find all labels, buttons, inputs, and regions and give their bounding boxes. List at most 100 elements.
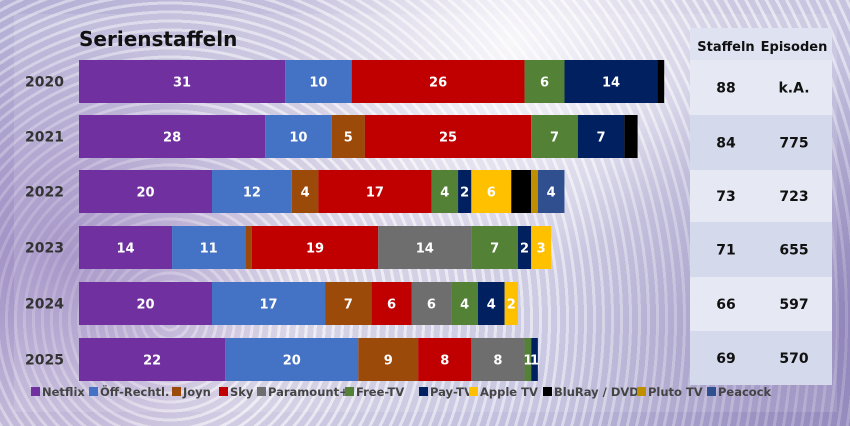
legend-swatch-pay-tv [419, 387, 428, 396]
bar-segment-netflix [79, 226, 173, 269]
legend-label-paramount: Paramount+ [268, 385, 349, 399]
table-row [690, 277, 832, 331]
legend-label-joyn: Joyn [182, 385, 211, 399]
bar-value-label: 5 [344, 131, 353, 146]
year-label: 2020 [25, 75, 64, 91]
legend-swatch-pluto-tv [637, 387, 646, 396]
bar-segment-joyn [331, 115, 365, 158]
bar-segment-pay-tv [577, 115, 625, 158]
table-cell: 73 [716, 189, 735, 205]
bar-segment-sky [351, 60, 525, 103]
table-cell: 69 [716, 351, 735, 367]
legend-label-bluray-dvd: BluRay / DVD [554, 385, 639, 399]
bar-value-label: 1 [530, 354, 539, 369]
bar-value-label: 8 [440, 354, 449, 369]
bar-value-label: 7 [490, 242, 499, 257]
bar-segment-paramount [411, 282, 452, 325]
bar-segment-bluray-dvd [511, 170, 532, 213]
legend-swatch-bluray-dvd [543, 387, 552, 396]
bar-value-label: 14 [602, 76, 620, 91]
legend-swatch-peacock [707, 387, 716, 396]
bar-value-label: 7 [550, 131, 559, 146]
bar-segment-free-tv [471, 226, 518, 269]
bar-segment-bluray-dvd [624, 115, 638, 158]
bar-value-label: 7 [344, 298, 353, 313]
bar-segment-oeff-rechtl [265, 115, 332, 158]
bar-segment-free-tv [531, 115, 578, 158]
bar-value-label: 4 [440, 186, 449, 201]
bar-segment-netflix [79, 338, 226, 381]
legend-swatch-paramount [257, 387, 266, 396]
bar-segment-pay-tv [517, 226, 532, 269]
bar-segment-pay-tv [531, 338, 538, 381]
bar-value-label: 6 [427, 298, 436, 313]
legend-label-oeff-rechtl: Öff-Rechtl. [100, 384, 169, 399]
bar-segment-free-tv [431, 170, 459, 213]
table-row [690, 60, 832, 115]
bar-value-label: 14 [416, 242, 434, 257]
bar-value-label: 20 [136, 186, 154, 201]
bar-segment-joyn [291, 170, 319, 213]
legend-swatch-joyn [172, 387, 181, 396]
bar-value-label: 20 [136, 298, 154, 313]
bar-value-label: 4 [460, 298, 469, 313]
bar-segment-free-tv [524, 60, 565, 103]
year-label: 2024 [25, 297, 64, 313]
legend-label-pay-tv: Pay-TV [430, 385, 473, 399]
bar-value-label: 6 [487, 186, 496, 201]
bar-value-label: 3 [537, 242, 546, 257]
table-header-episoden: Episoden [761, 40, 828, 55]
bar-segment-peacock [537, 170, 565, 213]
table-cell: 597 [779, 297, 808, 313]
bar-value-label: 1 [523, 354, 532, 369]
bar-segment-bluray-dvd [657, 60, 665, 103]
bar-segment-netflix [79, 60, 286, 103]
table-cell: 66 [716, 297, 735, 313]
bar-value-label: 19 [306, 242, 324, 257]
bar-segment-joyn [245, 226, 252, 269]
bar-segment-sky [364, 115, 532, 158]
bar-value-label: 10 [309, 76, 327, 91]
bar-segment-netflix [79, 170, 212, 213]
table-row [690, 170, 832, 222]
legend-label-pluto-tv: Pluto TV [648, 385, 703, 399]
bar-value-label: 20 [283, 354, 301, 369]
bar-segment-sky [371, 282, 412, 325]
bar-value-label: 17 [366, 186, 384, 201]
table-row [690, 115, 832, 170]
bar-value-label: 4 [547, 186, 556, 201]
table-cell: 570 [779, 351, 808, 367]
bar-segment-apple-tv [531, 226, 552, 269]
table-cell: 655 [779, 243, 808, 259]
bar-segment-pluto-tv [531, 170, 538, 213]
bar-segment-pay-tv [478, 282, 505, 325]
bar-value-label: 4 [301, 186, 310, 201]
bar-segment-pay-tv [458, 170, 472, 213]
table-header-staffeln: Staffeln [697, 40, 754, 55]
bar-segment-netflix [79, 282, 212, 325]
bar-value-label: 14 [117, 242, 135, 257]
bar-value-label: 10 [289, 131, 307, 146]
bar-segment-oeff-rechtl [225, 338, 359, 381]
legend-swatch-netflix [31, 387, 40, 396]
bar-segment-joyn [358, 338, 419, 381]
bar-segment-apple-tv [471, 170, 512, 213]
bar-segment-oeff-rechtl [212, 170, 292, 213]
bar-value-label: 8 [493, 354, 502, 369]
legend-swatch-apple-tv [469, 387, 478, 396]
table-cell: 88 [716, 81, 735, 97]
bar-value-label: 7 [597, 131, 606, 146]
chart-title: Serienstaffeln [79, 27, 237, 51]
bar-segment-free-tv [451, 282, 478, 325]
legend-label-free-tv: Free-TV [356, 385, 404, 399]
bar-value-label: 6 [387, 298, 396, 313]
bar-value-label: 9 [384, 354, 393, 369]
bar-segment-sky [251, 226, 379, 269]
table-cell: k.A. [778, 81, 809, 97]
bar-value-label: 6 [540, 76, 549, 91]
bar-value-label: 26 [429, 76, 447, 91]
bar-segment-apple-tv [504, 282, 518, 325]
legend-label-apple-tv: Apple TV [480, 385, 538, 399]
bar-value-label: 22 [143, 354, 161, 369]
bar-value-label: 25 [439, 131, 457, 146]
